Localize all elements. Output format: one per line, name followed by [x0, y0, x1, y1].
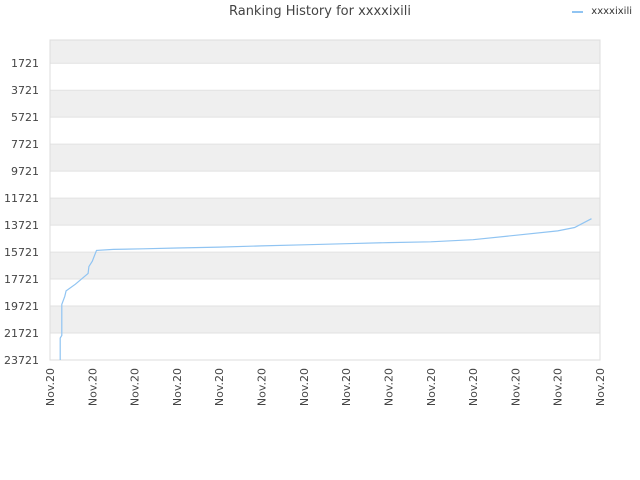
x-tick-label: Nov.20	[425, 368, 438, 406]
grid-band	[50, 306, 600, 334]
y-tick-label: 11721	[4, 192, 39, 205]
y-tick-label: 15721	[4, 246, 39, 259]
y-tick-label: 13721	[4, 219, 39, 232]
legend[interactable]: xxxxixili	[572, 6, 632, 17]
y-tick-label: 21721	[4, 327, 39, 340]
x-tick-label: Nov.20	[298, 368, 311, 406]
y-tick-label: 23721	[4, 354, 39, 367]
x-axis-ticks: Nov.20 Nov.20 Nov.20 Nov.20 Nov.20 Nov.20 Nov.…	[44, 368, 607, 406]
grid-band	[50, 63, 600, 91]
x-tick-label: Nov.20	[129, 368, 142, 406]
y-tick-label: 19721	[4, 300, 39, 313]
grid-band	[50, 252, 600, 280]
y-tick-label: 9721	[11, 165, 39, 178]
x-tick-label: Nov.20	[213, 368, 226, 406]
x-tick-label: Nov.20	[509, 368, 522, 406]
grid-band	[50, 171, 600, 199]
grid-band	[50, 333, 600, 360]
series-group	[59, 218, 592, 360]
x-tick-label: Nov.20	[44, 368, 57, 406]
y-tick-label: 3721	[11, 84, 39, 97]
plot-border	[49, 39, 601, 361]
y-axis-ticks: 1721 3721 5721 7721 9721 11721 13721 15721 17721…	[4, 57, 39, 367]
x-tick-label: Nov.20	[171, 368, 184, 406]
grid-band	[50, 117, 600, 145]
grid-band	[50, 198, 600, 226]
grid-band	[50, 90, 600, 118]
x-tick-label: Nov.20	[467, 368, 480, 406]
grid-bands	[50, 40, 600, 360]
series-line	[59, 218, 592, 360]
y-tick-label: 17721	[4, 273, 39, 286]
y-tick-label: 5721	[11, 111, 39, 124]
grid-band	[50, 225, 600, 253]
x-tick-label: Nov.20	[340, 368, 353, 406]
y-tick-label: 1721	[11, 57, 39, 70]
x-tick-label: Nov.20	[552, 368, 565, 406]
chart-title: Ranking History for xxxxixili	[228, 4, 412, 19]
legend-swatch	[572, 10, 584, 13]
y-tick-label: 7721	[11, 138, 39, 151]
x-tick-label: Nov.20	[382, 368, 395, 406]
x-tick-label: Nov.20	[256, 368, 269, 406]
grid-band	[50, 279, 600, 307]
grid-band	[50, 144, 600, 172]
x-tick-label: Nov.20	[86, 368, 99, 406]
grid-band	[50, 40, 600, 64]
x-tick-label: Nov.20	[594, 368, 607, 406]
legend-label: xxxxixili	[591, 6, 632, 17]
